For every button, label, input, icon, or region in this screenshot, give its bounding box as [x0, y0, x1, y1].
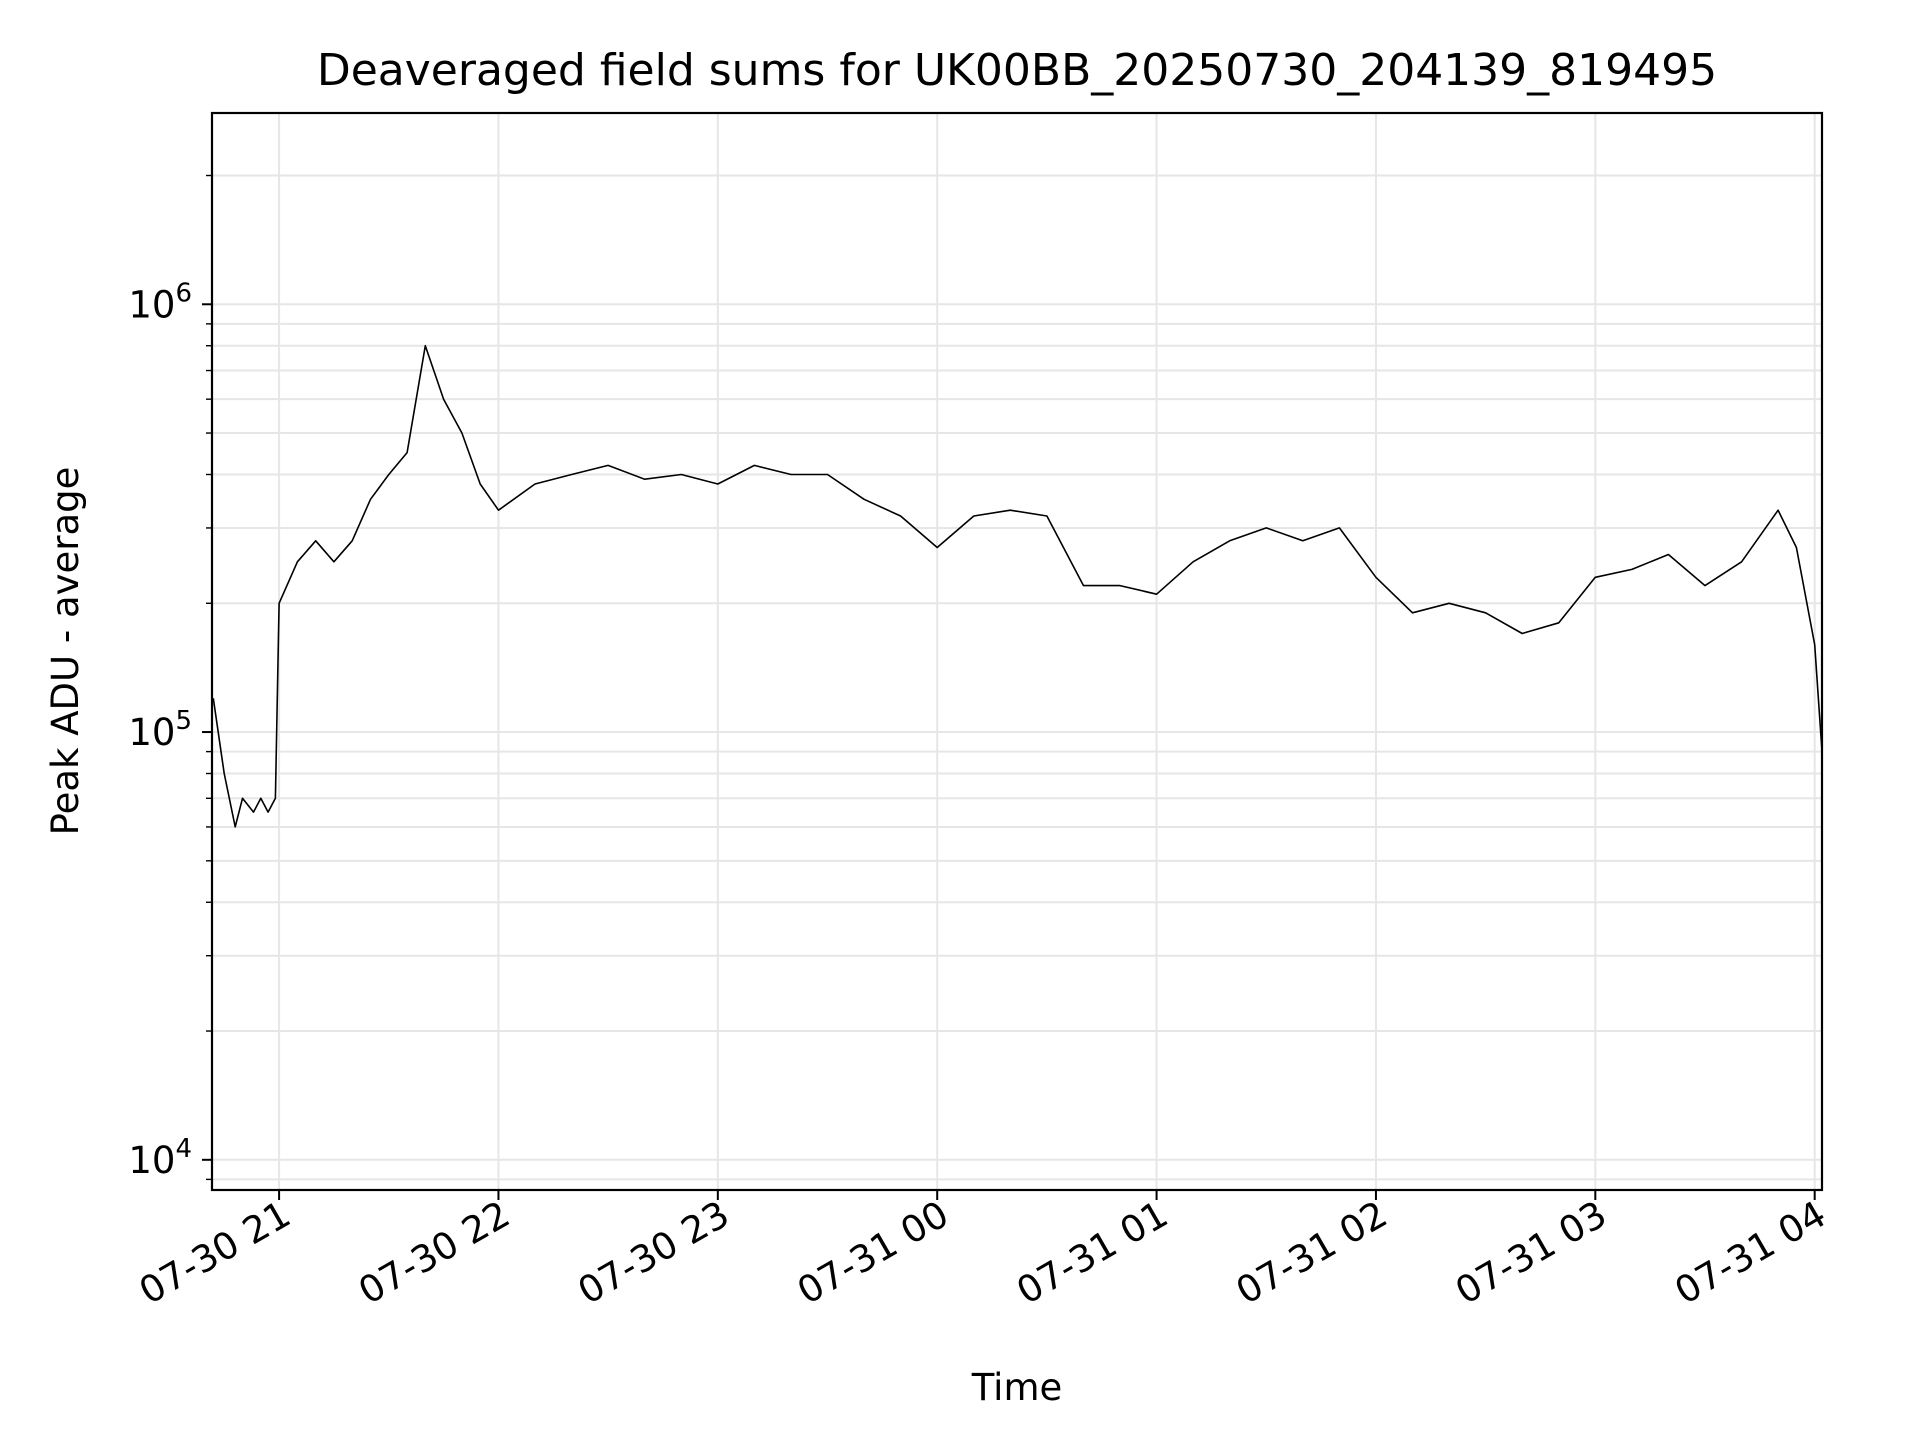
grid: [212, 113, 1822, 1190]
series-line: [212, 344, 1823, 828]
y-tick-label: 105: [128, 706, 192, 754]
y-tick-label: 106: [128, 278, 192, 326]
chart-title: Deaveraged field sums for UK00BB_2025073…: [317, 45, 1717, 96]
plot-frame: [210, 111, 1824, 1192]
x-axis-label: Time: [971, 1366, 1063, 1409]
y-axis: 104 105 106: [128, 174, 212, 1182]
y-axis-label: Peak ADU - average: [44, 467, 87, 836]
data-series: [212, 344, 1823, 828]
y-tick-label: 104: [128, 1134, 192, 1182]
